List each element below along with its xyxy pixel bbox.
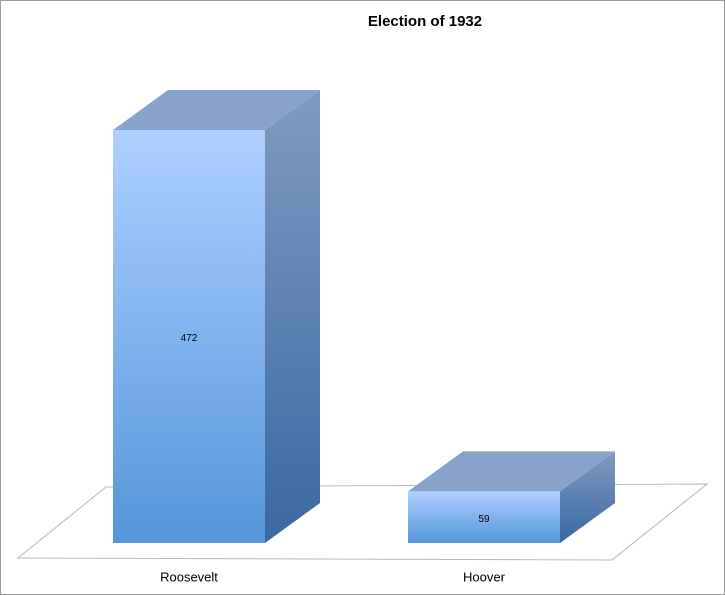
bar	[113, 90, 320, 543]
bar-side	[265, 90, 320, 543]
bar-front	[113, 130, 265, 543]
value-label: 472	[181, 333, 198, 344]
bar-front	[408, 491, 560, 543]
bar-top	[408, 451, 615, 492]
chart-title: Election of 1932	[368, 13, 482, 30]
bar	[408, 451, 615, 543]
bar-side	[560, 451, 615, 543]
x-tick-label: Hoover	[463, 569, 506, 584]
value-label: 59	[478, 514, 490, 525]
bar-top	[113, 90, 320, 130]
x-tick-label: Roosevelt	[160, 569, 218, 584]
